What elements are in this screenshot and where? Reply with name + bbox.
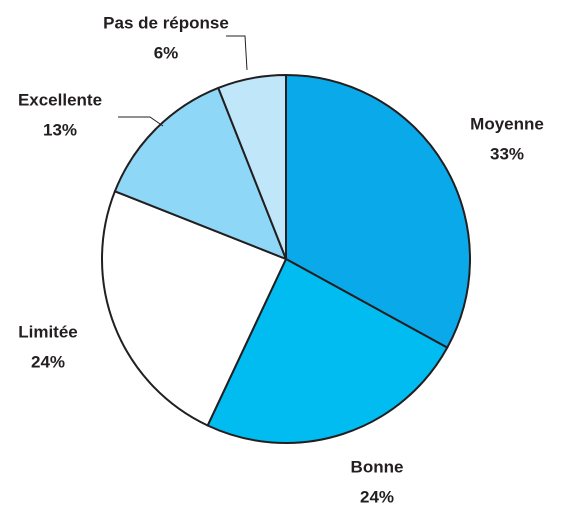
pie-slice [206,258,449,444]
pie-slice [217,74,287,260]
value-label: 24% [31,352,65,371]
value-label: 13% [43,120,77,139]
value-label: 6% [154,43,179,62]
slice-label: Bonne [351,457,404,476]
pie-slice [285,74,471,349]
pie-slice [101,190,287,427]
slice-label: Pas de réponse [103,13,229,32]
slice-label: Excellente [18,90,102,109]
slice-label: Limitée [18,322,78,341]
pie-slice [113,86,287,260]
slice-label: Moyenne [470,114,544,133]
leader-line [118,116,164,127]
value-label: 33% [490,144,524,163]
value-label: 24% [360,487,394,505]
leader-line [226,35,248,71]
